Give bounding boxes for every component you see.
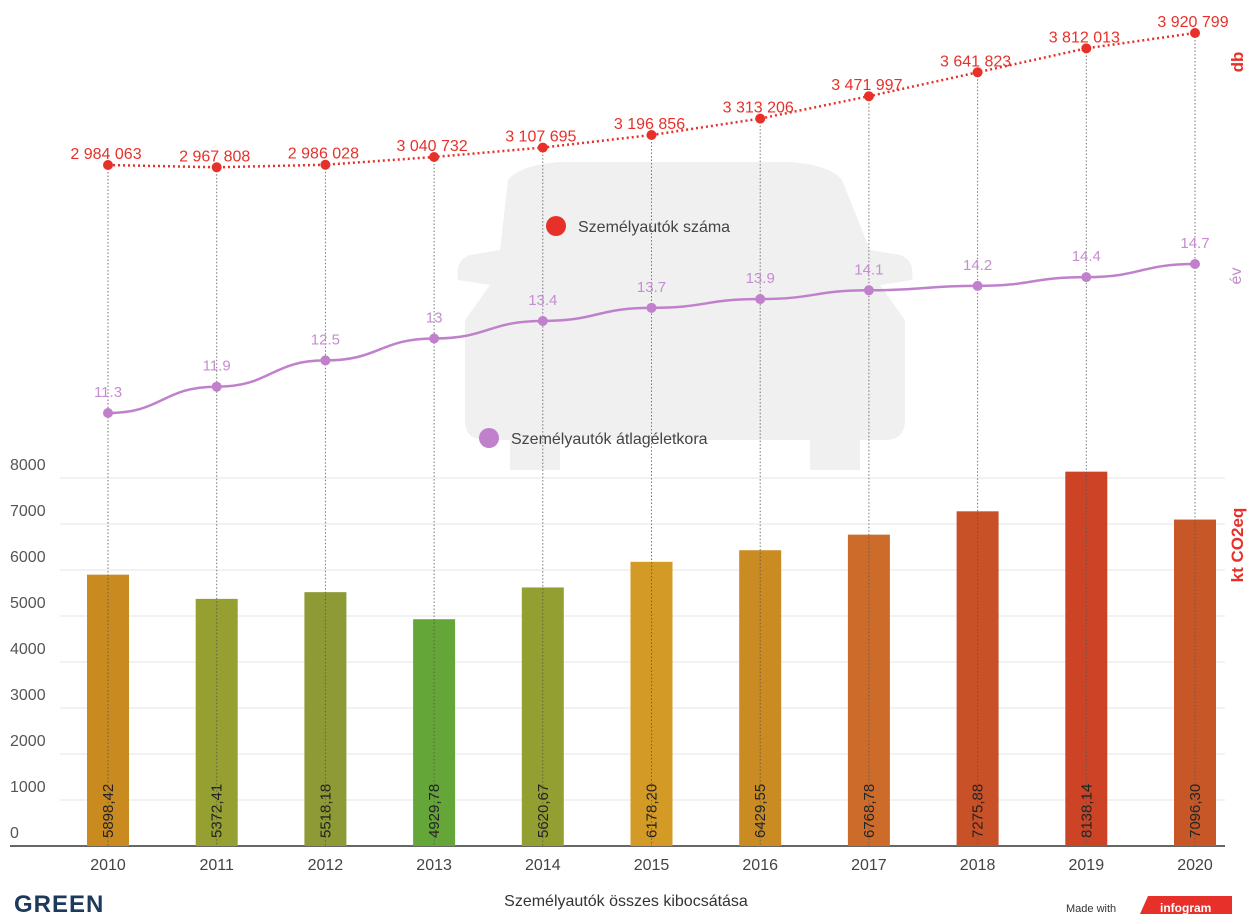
unit-label-count: db: [1228, 52, 1247, 73]
count-point: [755, 113, 766, 124]
age-point: [1190, 259, 1200, 269]
age-point: [1081, 272, 1092, 283]
age-point: [103, 408, 113, 418]
count-point: [537, 142, 548, 153]
bar-value-label: 5620,67: [535, 784, 552, 838]
infogram-badge: [1140, 896, 1232, 914]
legend-age-label: Személyautók átlagéletkora: [511, 431, 708, 448]
made-with-label: Made with: [1066, 903, 1116, 914]
age-point: [537, 315, 548, 326]
count-value-label: 3 040 732: [397, 138, 468, 155]
x-tick-label: 2012: [308, 857, 344, 874]
age-value-label: 13.9: [746, 270, 775, 287]
age-point: [972, 280, 983, 291]
x-tick-label: 2014: [525, 857, 561, 874]
count-value-label: 2 967 808: [179, 148, 250, 165]
count-point: [211, 162, 222, 173]
legend-count-marker: [546, 216, 566, 236]
bar-value-label: 8138,14: [1078, 784, 1095, 838]
age-value-label: 14.1: [854, 261, 883, 278]
unit-label-age: év: [1228, 268, 1245, 285]
count-value-label: 3 641 823: [940, 53, 1011, 70]
x-tick-label: 2017: [851, 857, 887, 874]
age-value-label: 12.5: [311, 331, 340, 348]
y-tick-label: 3000: [10, 687, 46, 704]
count-value-label: 3 313 206: [723, 100, 794, 117]
age-value-label: 13.7: [637, 279, 666, 296]
legend-age-marker: [479, 428, 499, 448]
footer-title: Személyautók összes kibocsátása: [504, 893, 748, 910]
x-tick-label: 2013: [416, 857, 452, 874]
count-value-label: 3 196 856: [614, 116, 685, 133]
legend-count: Személyautók száma: [546, 216, 730, 236]
legend-count-label: Személyautók száma: [578, 219, 730, 236]
y-tick-label: 5000: [10, 595, 46, 612]
y-tick-label: 6000: [10, 549, 46, 566]
x-tick-label: 2016: [742, 857, 778, 874]
unit-label-emission: kt CO2eq: [1228, 508, 1247, 583]
age-value-label: 14.4: [1072, 248, 1101, 265]
count-point: [646, 130, 657, 141]
y-tick-label: 7000: [10, 503, 46, 520]
count-point: [320, 159, 331, 170]
age-value-label: 14.2: [963, 257, 992, 274]
age-value-label: 11.3: [94, 384, 122, 401]
age-point: [211, 381, 222, 392]
bar-series: 5898,42 5372,41 5518,18 4929,78 5620,67 6178,…: [87, 471, 1216, 846]
age-point: [429, 333, 440, 344]
legend-age: Személyautók átlagéletkora: [479, 428, 708, 448]
grid-lines: [10, 477, 1225, 847]
y-tick-label: 1000: [10, 779, 46, 796]
count-value-label: 2 984 063: [70, 146, 141, 163]
infogram-label: infogram: [1160, 901, 1211, 914]
count-value-label: 2 986 028: [288, 146, 359, 163]
bar-value-label: 5898,42: [100, 784, 117, 838]
count-value-label: 3 812 013: [1049, 29, 1120, 46]
count-line: [107, 31, 1196, 169]
count-value-label: 3 471 997: [831, 77, 902, 94]
x-tick-label: 2011: [199, 857, 234, 874]
y-axis: 0 1000 2000 3000 4000 5000 6000 7000 8000: [10, 457, 46, 842]
age-point: [320, 355, 331, 366]
count-value-label: 3 107 695: [505, 129, 576, 146]
line-series: 2 984 063 2 967 808 2 986 028 3 040 732 3 10…: [70, 14, 1229, 418]
age-value-label: 14.7: [1180, 235, 1209, 252]
age-line: [107, 262, 1196, 415]
y-tick-label: 2000: [10, 733, 46, 750]
age-point: [755, 294, 766, 305]
x-tick-label: 2010: [90, 857, 126, 874]
x-tick-label: 2020: [1177, 857, 1213, 874]
bar-value-label: 5518,18: [317, 784, 334, 838]
count-point: [972, 67, 983, 78]
brand-logo: GREEN: [14, 891, 104, 914]
age-value-label: 13.4: [528, 292, 557, 309]
y-tick-label: 0: [10, 825, 19, 842]
drop-lines: [107, 33, 1196, 846]
x-tick-label: 2018: [960, 857, 996, 874]
y-tick-label: 8000: [10, 457, 46, 474]
bar-value-label: 4929,78: [426, 784, 443, 838]
bar: [1174, 519, 1216, 846]
x-axis: 2010 2011 2012 2013 2014 2015 2016 2017 2018 2019…: [90, 857, 1213, 874]
x-tick-label: 2015: [634, 857, 670, 874]
car-watermark-icon: [457, 162, 913, 470]
bar: [630, 561, 673, 846]
count-point: [1081, 43, 1092, 54]
bar: [87, 574, 129, 846]
x-tick-label: 2019: [1069, 857, 1105, 874]
y-tick-label: 4000: [10, 641, 46, 658]
age-value-label: 11.9: [203, 358, 231, 375]
age-point: [646, 302, 657, 313]
count-point: [863, 91, 874, 102]
count-point: [103, 160, 113, 170]
count-point: [1190, 28, 1200, 38]
bar-value-label: 6429,55: [752, 784, 769, 838]
bar-value-label: 5372,41: [209, 784, 226, 838]
count-point: [429, 152, 440, 163]
count-value-label: 3 920 799: [1157, 14, 1228, 31]
age-value-label: 13: [426, 310, 443, 327]
age-point: [863, 285, 874, 296]
